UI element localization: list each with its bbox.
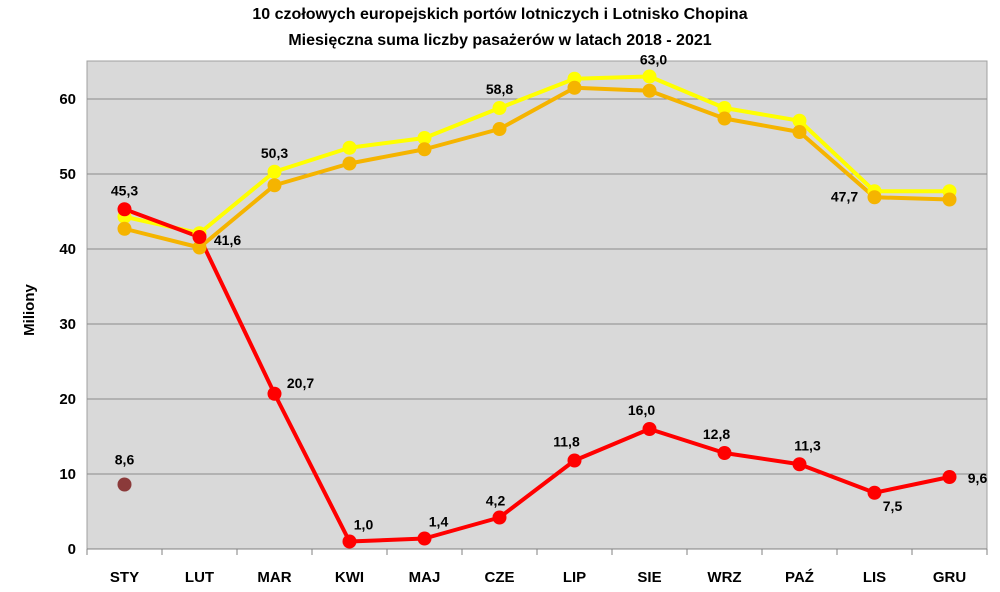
series-points xyxy=(117,69,957,549)
data-point xyxy=(492,122,507,136)
data-point xyxy=(642,422,657,436)
data-label: 1,4 xyxy=(429,514,449,530)
x-tick-label: STY xyxy=(110,569,139,586)
data-label: 58,8 xyxy=(486,81,513,97)
y-tick-label: 10 xyxy=(59,466,76,483)
data-label: 11,3 xyxy=(794,437,821,453)
data-point xyxy=(717,111,732,126)
data-point xyxy=(717,101,732,115)
data-label: 12,8 xyxy=(703,426,730,442)
x-tick-label: SIE xyxy=(637,569,661,586)
data-label: 4,2 xyxy=(486,493,506,509)
data-point xyxy=(492,101,507,115)
y-tick-label: 30 xyxy=(59,316,76,333)
data-point xyxy=(792,125,807,139)
data-point xyxy=(417,531,432,546)
data-label: 8,6 xyxy=(115,452,135,468)
x-tick-label: LIP xyxy=(563,569,586,586)
data-point xyxy=(417,131,432,145)
y-tick-label: 60 xyxy=(59,91,76,108)
data-point xyxy=(267,178,282,193)
data-point xyxy=(792,113,807,128)
data-point xyxy=(717,446,732,460)
data-label: 16,0 xyxy=(628,402,655,418)
data-point xyxy=(567,453,582,468)
y-tick-label: 0 xyxy=(68,541,76,558)
data-point xyxy=(342,140,357,155)
data-label: 20,7 xyxy=(287,375,314,391)
data-point xyxy=(867,190,882,205)
y-axis-title: Miliony xyxy=(21,284,38,336)
data-point xyxy=(867,485,882,500)
data-point xyxy=(267,386,282,401)
data-point xyxy=(117,221,132,236)
data-label: 50,3 xyxy=(261,145,288,161)
data-point xyxy=(942,470,957,484)
data-point xyxy=(567,80,582,95)
data-label: 47,7 xyxy=(831,188,858,204)
y-tick-label: 50 xyxy=(59,166,76,183)
data-label: 41,6 xyxy=(214,232,241,248)
data-point xyxy=(192,240,207,255)
x-tick-label: LIS xyxy=(863,569,886,586)
data-point xyxy=(417,142,432,157)
data-point xyxy=(342,156,357,171)
x-tick-label: KWI xyxy=(335,569,364,586)
data-point xyxy=(942,192,957,207)
x-tick-label: GRU xyxy=(933,569,966,586)
data-point xyxy=(642,69,657,84)
data-point xyxy=(267,164,282,179)
x-tick-label: MAR xyxy=(257,569,291,586)
data-point xyxy=(492,510,507,525)
data-point xyxy=(192,230,207,244)
data-label: 63,0 xyxy=(640,52,667,68)
y-tick-label: 40 xyxy=(59,241,76,258)
series-line-0 xyxy=(124,74,950,236)
data-point xyxy=(117,477,132,492)
gridlines xyxy=(87,98,987,475)
y-axis: 0 10 20 30 40 50 60 xyxy=(59,91,76,558)
y-tick-label: 20 xyxy=(59,391,76,408)
data-point xyxy=(792,457,807,472)
data-label: 7,5 xyxy=(883,498,903,514)
x-axis: STY LUT MAR KWI MAJ CZE LIP SIE WRZ PAŹ LIS GRU xyxy=(86,548,988,586)
x-tick-label: MAJ xyxy=(409,569,441,586)
data-label: 1,0 xyxy=(354,517,374,533)
x-tick-label: LUT xyxy=(185,569,214,586)
series-lines xyxy=(123,74,950,544)
data-labels: 50,3 58,8 63,0 47,7 45,3 41,6 20,7 1,0 1,4 4,2 11,… xyxy=(111,52,988,533)
plot-area xyxy=(86,60,988,550)
chart-subtitle: Miesięczna suma liczby pasażerów w latac… xyxy=(288,32,712,49)
x-tick-label: CZE xyxy=(485,569,515,586)
data-point xyxy=(117,202,132,217)
x-tick-label: WRZ xyxy=(707,569,741,586)
data-label: 45,3 xyxy=(111,182,138,198)
series-line-1 xyxy=(124,85,950,250)
data-point xyxy=(342,534,357,549)
data-label: 11,8 xyxy=(553,434,580,450)
data-point xyxy=(642,83,657,98)
chart-title: 10 czołowych europejskich portów lotnicz… xyxy=(252,6,748,23)
x-tick-label: PAŹ xyxy=(785,569,814,586)
data-label: 9,6 xyxy=(968,470,988,486)
series-line-2 xyxy=(123,207,950,544)
